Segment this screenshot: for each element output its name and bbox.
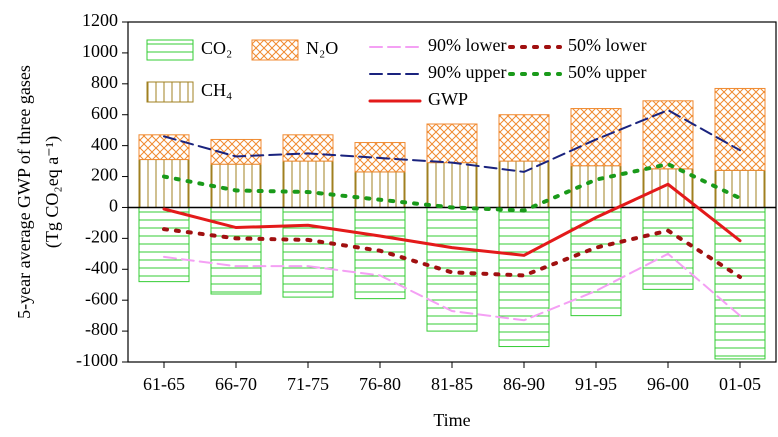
x-tick-label: 81-85 — [431, 374, 473, 394]
bar — [426, 123, 478, 164]
x-tick-label: 86-90 — [503, 374, 545, 394]
legend-label: 90% lower — [428, 35, 506, 55]
bar — [426, 162, 478, 208]
plot-frame — [127, 21, 777, 363]
x-tick-label: 66-70 — [215, 374, 257, 394]
series-line — [163, 108, 741, 173]
legend-swatch — [146, 39, 194, 61]
y-tick-label: 200 — [91, 165, 118, 185]
legend-label: 90% upper — [428, 62, 506, 82]
y-tick-label: -800 — [85, 319, 118, 339]
x-axis-title: Time — [433, 410, 470, 430]
legend-label: N₂O — [306, 38, 338, 58]
y-axis-title: (Tg CO₂eq a⁻¹) — [42, 136, 63, 248]
legend-label: CH₄ — [201, 80, 232, 100]
bar — [354, 171, 406, 208]
x-tick-label: 91-95 — [575, 374, 617, 394]
legend-label: GWP — [428, 89, 468, 109]
bar — [282, 134, 334, 162]
series-line — [162, 182, 742, 257]
y-tick-label: 800 — [91, 72, 118, 92]
series-line — [162, 162, 742, 213]
series-line — [163, 252, 741, 322]
legend-swatch — [251, 39, 299, 61]
x-tick-label: 71-75 — [287, 374, 329, 394]
legend-label: CO₂ — [201, 38, 232, 58]
y-tick-label: 400 — [91, 134, 118, 154]
y-tick-label: -1000 — [76, 350, 118, 370]
legend-label: 50% lower — [568, 35, 646, 55]
bar — [282, 160, 334, 208]
y-tick-label: 0 — [109, 196, 118, 216]
bar — [714, 206, 766, 360]
bar — [570, 206, 622, 317]
y-tick-label: 600 — [91, 103, 118, 123]
bar — [498, 206, 550, 348]
series-line — [162, 227, 742, 279]
bar — [210, 206, 262, 295]
bar — [642, 100, 694, 170]
x-tick-label: 01-05 — [719, 374, 761, 394]
y-tick-label: 1200 — [82, 10, 118, 30]
y-tick-label: -600 — [85, 288, 118, 308]
y-axis-title: 5-year average GWP of three gases — [14, 65, 34, 319]
bar — [714, 87, 766, 171]
bar — [210, 163, 262, 208]
y-tick-label: -400 — [85, 257, 118, 277]
bar — [498, 114, 550, 162]
bar — [570, 108, 622, 167]
legend-label: 50% upper — [568, 62, 646, 82]
x-tick-label: 61-65 — [143, 374, 185, 394]
bar — [138, 159, 190, 208]
y-tick-label: -200 — [85, 226, 118, 246]
bar — [282, 206, 334, 298]
bar — [642, 168, 694, 208]
x-tick-label: 76-80 — [359, 374, 401, 394]
y-tick-label: 1000 — [82, 41, 118, 61]
bar — [498, 160, 550, 208]
bar — [138, 134, 190, 161]
x-tick-label: 96-00 — [647, 374, 689, 394]
bar — [138, 206, 190, 283]
legend-swatch — [146, 81, 194, 103]
bar — [642, 206, 694, 290]
bar — [714, 169, 766, 208]
